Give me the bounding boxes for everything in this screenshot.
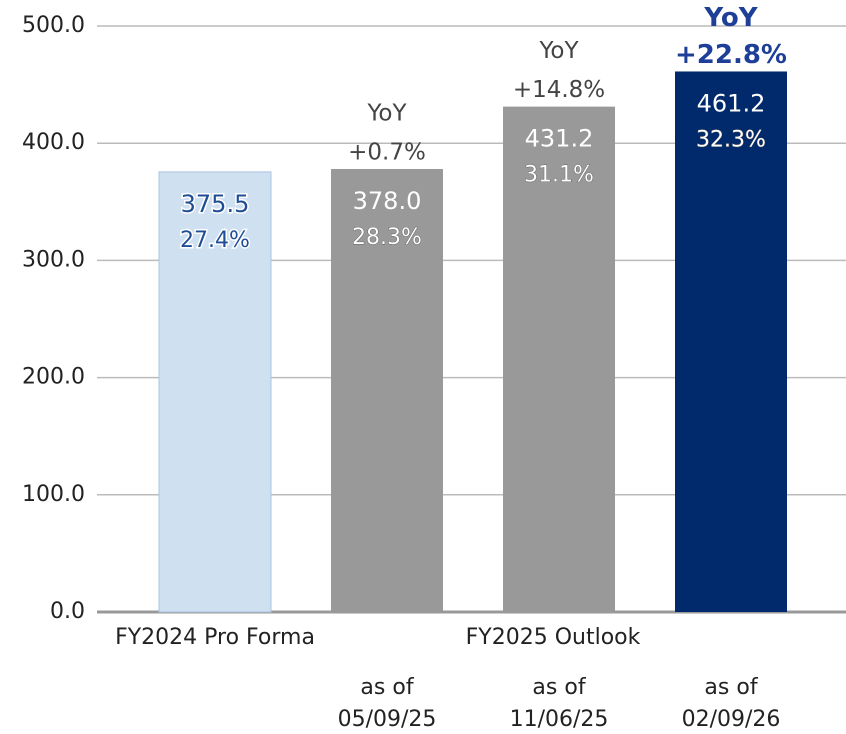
bar: [158, 171, 272, 613]
value-label: 461.2: [697, 89, 766, 117]
group-label: FY2025 Outlook: [466, 625, 641, 650]
bar: [675, 71, 787, 612]
y-tick-label: 300.0: [22, 247, 85, 272]
margin-label: 27.4%: [180, 228, 250, 253]
yoy-change: +22.8%: [675, 40, 787, 70]
x-tick-label: 02/09/26: [682, 707, 781, 732]
y-tick-label: 0.0: [50, 599, 85, 624]
value-label: 375.5: [181, 190, 250, 218]
margin-label: 32.3%: [696, 127, 766, 152]
x-tick-label: as of: [532, 675, 586, 700]
x-tick-label: 05/09/25: [338, 707, 437, 732]
y-tick-label: 400.0: [22, 130, 85, 155]
x-tick-label: as of: [704, 675, 758, 700]
x-tick-label: FY2024 Pro Forma: [115, 625, 315, 650]
y-tick-label: 100.0: [22, 482, 85, 507]
yoy-change: +0.7%: [348, 139, 426, 165]
margin-label: 31.1%: [524, 163, 594, 188]
y-tick-label: 200.0: [22, 365, 85, 390]
yoy-change: +14.8%: [513, 77, 605, 103]
yoy-title: YoY: [366, 100, 407, 126]
margin-label: 28.3%: [352, 225, 422, 250]
yoy-title: YoY: [703, 3, 758, 33]
yoy-title: YoY: [538, 38, 579, 64]
value-label: 378.0: [353, 187, 422, 215]
value-label: 431.2: [525, 125, 594, 153]
x-tick-label: as of: [360, 675, 414, 700]
bar: [331, 168, 443, 612]
bar: [503, 106, 615, 612]
y-tick-label: 500.0: [22, 13, 85, 38]
x-tick-label: 11/06/25: [510, 707, 609, 732]
